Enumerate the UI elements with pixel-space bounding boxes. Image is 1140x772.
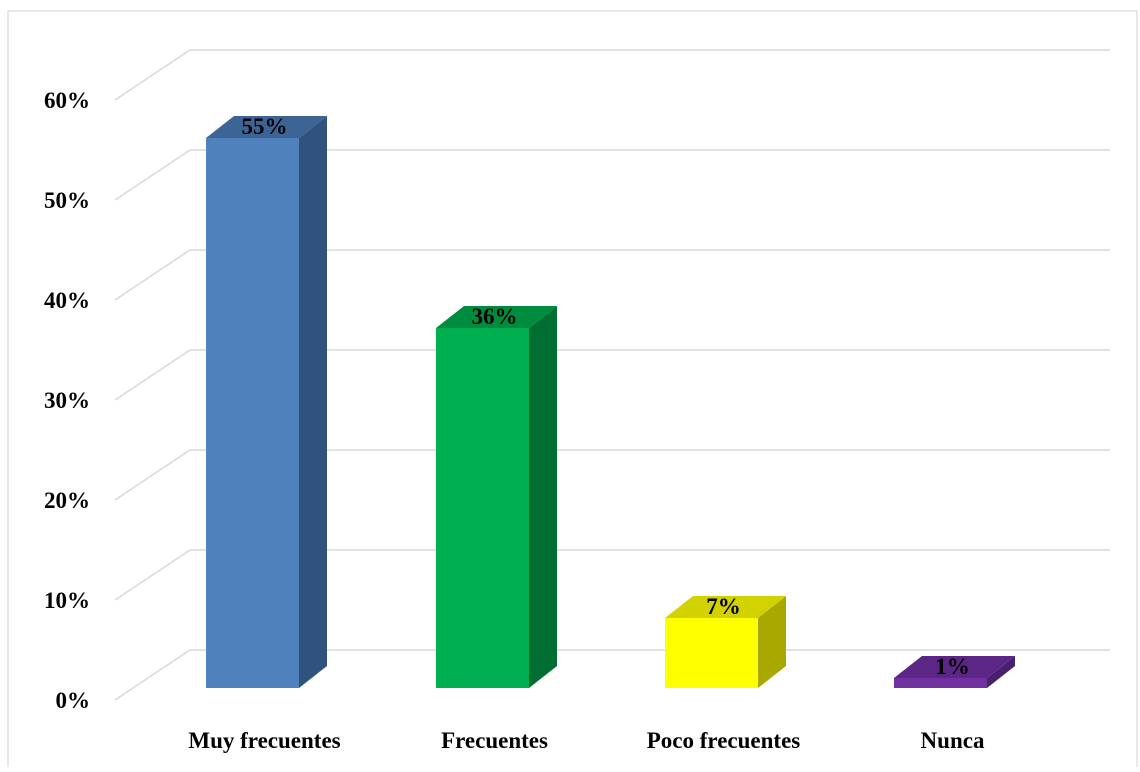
- x-category-label: Nunca: [921, 728, 985, 753]
- y-axis-ticks: 0% 10% 20% 30% 40% 50% 60%: [44, 88, 90, 713]
- bar-front: [206, 138, 299, 688]
- gridline: [114, 49, 1110, 101]
- gridline: [114, 649, 1110, 701]
- bar-top: [436, 306, 557, 328]
- bar-top: [206, 116, 327, 138]
- y-tick-label: 40%: [44, 288, 90, 313]
- y-tick-label: 60%: [44, 88, 90, 113]
- data-label: 1%: [935, 654, 970, 679]
- data-label: 55%: [242, 114, 288, 139]
- bars: [206, 116, 1015, 688]
- y-tick-label: 30%: [44, 388, 90, 413]
- data-labels: 55% 36% 7% 1%: [242, 114, 970, 679]
- x-category-label: Poco frecuentes: [647, 728, 801, 753]
- gridlines: [114, 49, 1110, 701]
- y-tick-label: 10%: [44, 588, 90, 613]
- y-tick-label: 50%: [44, 188, 90, 213]
- data-label: 36%: [472, 304, 518, 329]
- chart-border: [7, 10, 1138, 772]
- y-tick-label: 20%: [44, 488, 90, 513]
- bar-side: [758, 596, 786, 688]
- bar-side: [299, 116, 327, 688]
- gridline: [114, 149, 1110, 201]
- bar-front: [436, 328, 529, 688]
- data-label: 7%: [706, 594, 741, 619]
- bar-side: [987, 656, 1015, 688]
- bar-top: [665, 596, 786, 618]
- gridline: [114, 249, 1110, 301]
- gridline: [114, 549, 1110, 601]
- bar-side: [529, 306, 557, 688]
- x-category-label: Frecuentes: [441, 728, 548, 753]
- y-tick-label: 0%: [56, 688, 91, 713]
- bar-front: [665, 618, 758, 688]
- bar-front: [894, 678, 987, 688]
- gridline: [114, 449, 1110, 501]
- bar-top: [894, 656, 1015, 678]
- x-axis-categories: Muy frecuentes Frecuentes Poco frecuentes N…: [188, 728, 985, 753]
- gridline: [114, 349, 1110, 401]
- x-category-label: Muy frecuentes: [188, 728, 340, 753]
